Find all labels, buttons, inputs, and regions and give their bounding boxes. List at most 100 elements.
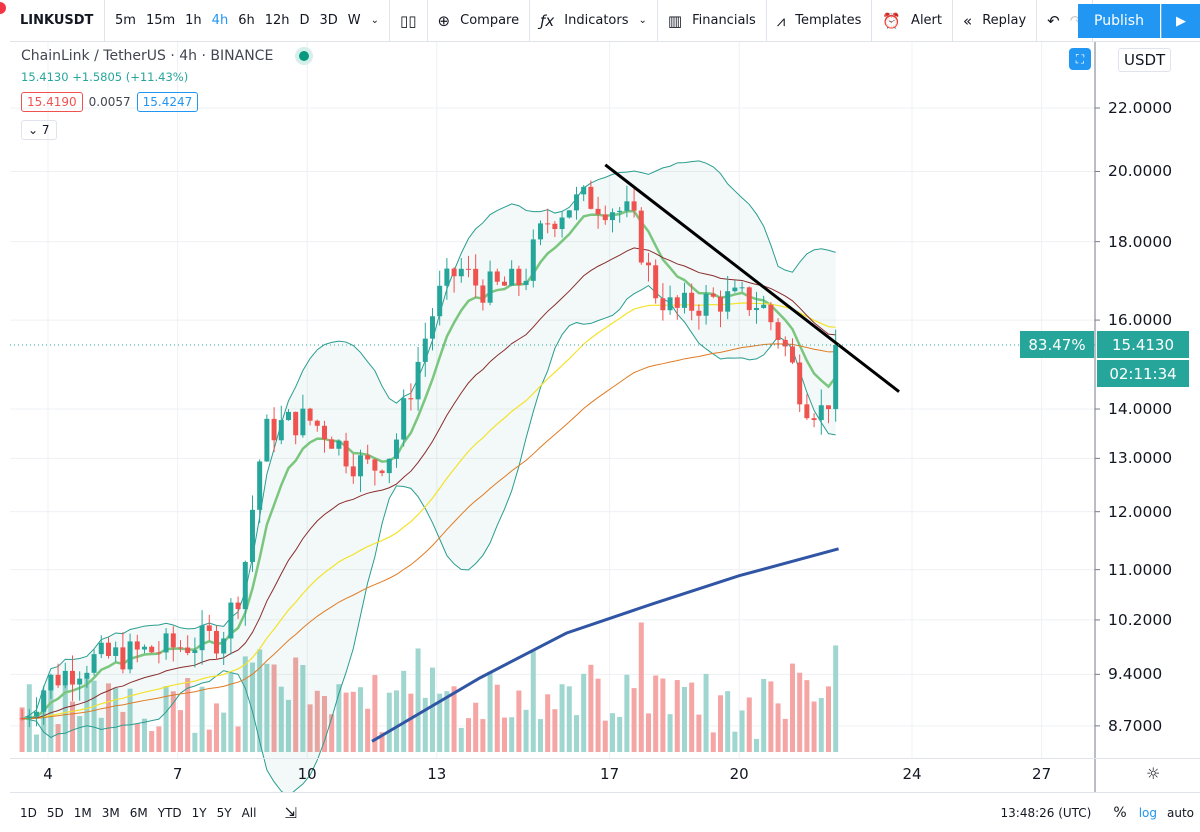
chevron-down-icon[interactable]: ⌄: [638, 15, 647, 26]
price-tick-label: 20.0000: [1108, 162, 1173, 181]
range-all[interactable]: All: [241, 805, 257, 820]
volume-bar: [149, 731, 155, 752]
play-circle-icon[interactable]: ▶: [1161, 4, 1200, 38]
price-chart[interactable]: [0, 0, 1200, 792]
candle-body: [408, 398, 414, 400]
volume-bar: [667, 714, 673, 752]
price-tick-label: 9.4000: [1108, 665, 1163, 684]
candle-body: [465, 268, 471, 270]
volume-bar: [91, 680, 97, 752]
percent-toggle[interactable]: %: [1113, 804, 1127, 821]
candle-body: [249, 509, 255, 562]
volume-bar: [300, 664, 306, 752]
candle-body: [422, 338, 428, 362]
range-1y[interactable]: 1Y: [191, 805, 207, 820]
candle-body: [537, 223, 543, 240]
interval-3d[interactable]: 3D: [319, 13, 338, 28]
replay-button[interactable]: « Replay: [953, 0, 1038, 41]
candle-body: [573, 194, 579, 211]
range-1m[interactable]: 1M: [73, 805, 92, 820]
candle-body: [285, 411, 291, 421]
candle-body: [379, 470, 385, 474]
volume-bar: [552, 709, 558, 752]
interval-1h[interactable]: 1h: [185, 13, 202, 28]
interval-group: 5m 15m 1h 4h 6h 12h D 3D W ⌄: [105, 0, 391, 41]
compare-button[interactable]: ⊕ Compare: [428, 0, 531, 41]
price-tick-label: 13.0000: [1108, 449, 1173, 468]
ema-fast: [21, 209, 837, 720]
volume-bar: [69, 701, 75, 752]
interval-6h[interactable]: 6h: [238, 13, 255, 28]
volume-bar: [401, 670, 407, 752]
range-5y[interactable]: 5Y: [216, 805, 232, 820]
candle-body: [768, 304, 774, 323]
financials-button[interactable]: ▥ Financials: [658, 0, 767, 41]
candle-body: [163, 633, 169, 653]
volume-bar: [537, 719, 543, 752]
fullscreen-icon[interactable]: ⛶: [1069, 48, 1091, 70]
bid-price[interactable]: 15.4190: [21, 92, 83, 112]
indicators-toggle[interactable]: ⌄ 7: [21, 120, 57, 140]
volume-bar: [703, 673, 709, 752]
candle-body: [321, 425, 327, 440]
alert-button[interactable]: ⏰ Alert: [872, 0, 953, 41]
fx-icon: ƒx: [540, 11, 555, 30]
bollinger-upper: [21, 160, 836, 720]
log-toggle[interactable]: log: [1138, 805, 1157, 820]
gear-icon[interactable]: ☼: [1146, 764, 1161, 783]
ema-slow: [22, 247, 836, 720]
volume-bar: [717, 695, 723, 752]
range-5d[interactable]: 5D: [46, 805, 64, 820]
range-6m[interactable]: 6M: [129, 805, 148, 820]
clock-time[interactable]: 13:48:26 (UTC): [1000, 805, 1092, 820]
candle-body: [343, 440, 349, 467]
interval-4h[interactable]: 4h: [211, 13, 229, 28]
interval-5m[interactable]: 5m: [115, 13, 136, 28]
volume-bar: [768, 681, 774, 752]
volume-bar: [444, 691, 450, 752]
interval-w[interactable]: W: [347, 13, 361, 28]
interval-12h[interactable]: 12h: [264, 13, 290, 28]
symbol-search[interactable]: LINKUSDT: [10, 0, 105, 41]
volume-bar: [336, 684, 342, 752]
candle-body: [559, 217, 565, 230]
indicators-button[interactable]: ƒx Indicators ⌄: [530, 0, 658, 41]
ask-price[interactable]: 15.4247: [136, 92, 199, 112]
candle-body: [242, 561, 248, 610]
volume-bar: [761, 678, 767, 752]
candle-body: [638, 210, 644, 263]
candle-body: [789, 346, 795, 363]
volume-bar: [408, 693, 414, 752]
candle-body: [566, 210, 572, 218]
chart-type-button[interactable]: ▯▯: [390, 0, 428, 41]
time-axis[interactable]: ☼ 4 7 10 13 17 20 24 27: [10, 758, 1200, 790]
candle-body: [228, 602, 234, 639]
volume-bar: [624, 674, 630, 752]
auto-toggle[interactable]: auto: [1166, 805, 1194, 820]
candle-body: [437, 285, 443, 317]
volume-bar: [645, 713, 651, 752]
candle-body: [530, 239, 536, 281]
volume-bar: [581, 673, 587, 752]
candle-body: [516, 268, 522, 285]
volume-bar: [588, 664, 594, 752]
candle-body: [818, 405, 824, 421]
candle-body: [458, 268, 464, 277]
undo-icon[interactable]: ↶: [1047, 11, 1060, 30]
interval-15m[interactable]: 15m: [145, 13, 176, 28]
volume-bar: [386, 692, 392, 752]
templates-button[interactable]: ⩘ Templates: [767, 0, 873, 41]
candle-body: [69, 670, 75, 685]
publish-button[interactable]: Publish: [1078, 4, 1160, 38]
candle-body: [55, 674, 61, 686]
currency-label[interactable]: USDT: [1118, 48, 1172, 72]
candle-series: [19, 180, 839, 728]
range-ytd[interactable]: YTD: [157, 805, 182, 820]
volume-bar: [545, 694, 551, 752]
goto-date-icon[interactable]: ⇲: [284, 803, 298, 822]
range-3m[interactable]: 3M: [101, 805, 120, 820]
interval-d[interactable]: D: [299, 13, 310, 28]
volume-bar: [516, 690, 522, 752]
range-1d[interactable]: 1D: [20, 805, 37, 820]
chevron-down-icon[interactable]: ⌄: [370, 15, 380, 26]
